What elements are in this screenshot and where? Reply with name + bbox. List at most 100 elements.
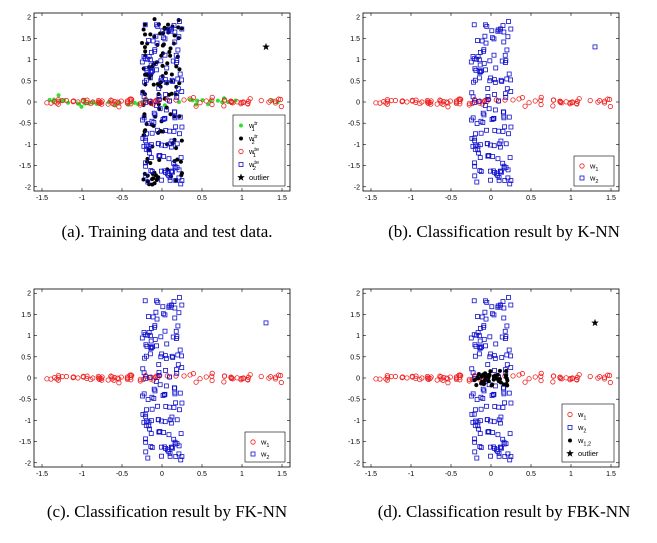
chart-panel-a: -1.5 -1 -0.5 0 0.5 1 1.5 2 1.5 1 0.5 0 -0.5 -1 -1.5 -2 w… xyxy=(0,0,328,268)
data-point xyxy=(409,98,416,104)
data-point xyxy=(476,57,482,63)
data-point xyxy=(164,341,170,347)
data-point xyxy=(170,78,176,84)
data-point xyxy=(221,97,228,103)
data-point xyxy=(158,354,164,360)
data-point xyxy=(170,334,176,340)
y-tick-label: 0.5 xyxy=(350,78,360,85)
data-point xyxy=(116,100,122,106)
data-point xyxy=(147,150,152,156)
data-point xyxy=(480,110,486,116)
data-point xyxy=(84,373,90,379)
data-point xyxy=(434,377,440,383)
data-point xyxy=(510,373,516,379)
data-point xyxy=(508,454,514,459)
data-point xyxy=(508,77,513,83)
data-point xyxy=(124,376,131,383)
data-point xyxy=(203,374,209,380)
data-point xyxy=(179,138,184,143)
data-point xyxy=(488,177,493,183)
data-point xyxy=(486,153,492,158)
y-tick-label: -1.5 xyxy=(19,439,31,446)
data-point xyxy=(105,101,111,107)
data-point xyxy=(476,371,481,377)
data-point xyxy=(209,370,215,376)
data-point xyxy=(485,417,490,423)
data-point xyxy=(229,99,235,105)
data-point xyxy=(209,101,215,108)
data-point xyxy=(477,62,483,68)
data-point xyxy=(469,90,475,96)
data-point xyxy=(480,120,486,125)
data-point xyxy=(453,376,460,383)
data-point xyxy=(481,47,487,53)
data-point xyxy=(500,160,506,166)
y-tick-label: -2 xyxy=(25,184,31,191)
data-point xyxy=(483,343,488,349)
data-point xyxy=(177,114,183,120)
data-point xyxy=(157,153,163,158)
data-point xyxy=(491,36,497,42)
legend-marker xyxy=(567,438,573,443)
data-point xyxy=(143,439,149,445)
data-point xyxy=(139,59,145,65)
data-point xyxy=(174,141,180,147)
x-tick-label: 1.5 xyxy=(277,195,287,202)
data-point xyxy=(498,444,504,450)
data-point xyxy=(404,375,410,381)
data-point xyxy=(143,163,149,169)
data-point xyxy=(173,178,179,183)
data-point xyxy=(170,58,176,64)
y-tick-label: -0.5 xyxy=(19,121,31,128)
data-point xyxy=(170,445,175,451)
data-point xyxy=(153,103,159,108)
data-point xyxy=(162,419,168,425)
data-point xyxy=(496,177,502,183)
x-tick-label: -1 xyxy=(79,471,85,478)
caption-a: (a). Training data and test data. xyxy=(61,222,273,241)
data-point xyxy=(437,373,443,379)
y-tick-label: 0.5 xyxy=(21,354,31,361)
data-point xyxy=(179,178,185,183)
x-tick-label: -1 xyxy=(408,195,414,202)
data-point xyxy=(152,323,158,329)
data-point xyxy=(168,53,173,58)
data-point xyxy=(63,373,70,380)
data-point xyxy=(489,393,495,398)
legend-label: w1,2 xyxy=(577,436,591,448)
data-point xyxy=(230,100,236,106)
x-tick-label: 1.5 xyxy=(277,471,287,478)
y-tick-label: 2 xyxy=(27,291,31,298)
data-point xyxy=(466,376,472,382)
data-point xyxy=(425,376,431,382)
data-point xyxy=(79,104,84,109)
data-point xyxy=(498,26,503,32)
y-tick-label: 2 xyxy=(356,291,360,298)
data-point xyxy=(491,312,497,318)
data-point xyxy=(481,381,487,386)
legend-label: w1 xyxy=(589,162,598,174)
data-point xyxy=(550,103,556,109)
data-point xyxy=(84,97,90,103)
data-point xyxy=(472,342,478,348)
data-point xyxy=(483,375,488,380)
data-point xyxy=(176,443,182,449)
data-point xyxy=(480,386,486,392)
data-point xyxy=(170,169,175,175)
data-point xyxy=(476,333,482,339)
data-point xyxy=(179,89,185,94)
legend-label: wte 2 xyxy=(248,160,259,172)
data-point xyxy=(601,100,608,106)
data-point xyxy=(157,157,162,163)
chart-panel-c: -1.5 -1 -0.5 0 0.5 1 1.5 2 1.5 1 0.5 0 -0.5 -1 -1.5 -2 w… xyxy=(0,276,328,543)
data-point xyxy=(168,112,173,117)
data-point xyxy=(492,79,498,85)
data-point xyxy=(158,58,164,64)
data-point xyxy=(175,86,181,92)
data-point xyxy=(147,351,153,357)
data-point xyxy=(169,302,174,308)
data-point xyxy=(496,453,502,459)
data-point xyxy=(116,104,122,110)
data-point xyxy=(475,423,481,429)
data-point xyxy=(165,22,171,27)
